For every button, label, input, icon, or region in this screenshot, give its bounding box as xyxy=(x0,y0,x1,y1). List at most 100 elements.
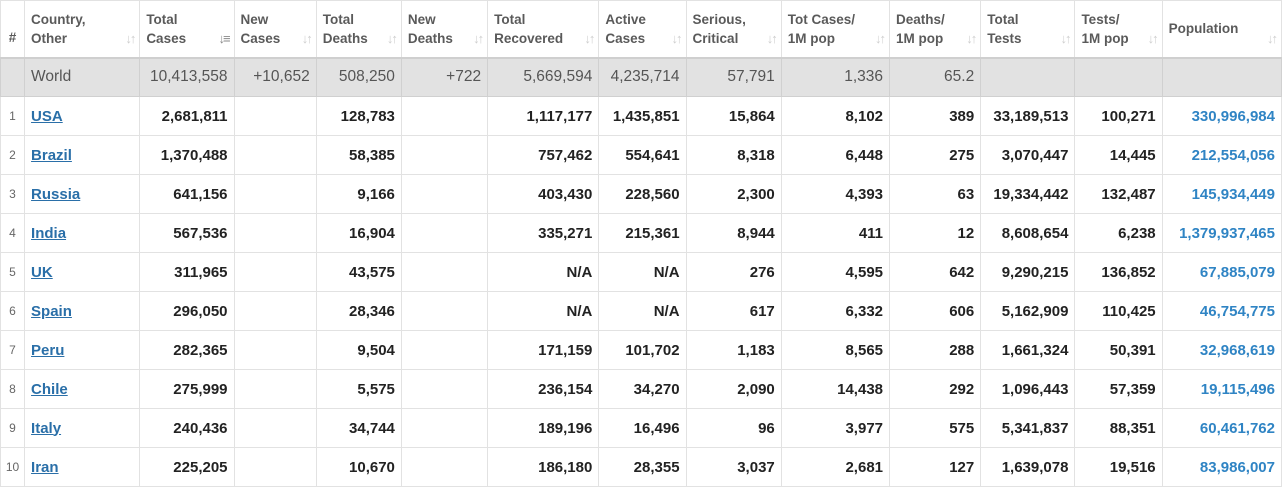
cell-total-tests xyxy=(980,57,1076,97)
country-link[interactable]: Peru xyxy=(31,341,65,359)
cell-new-cases xyxy=(233,291,317,331)
header-line: Serious, xyxy=(692,11,746,27)
cell-country: India xyxy=(24,213,141,253)
column-header-total-recovered[interactable]: Total Recovered ↓↑ xyxy=(487,0,600,59)
sort-arrows-icon[interactable]: ↓↑ xyxy=(584,30,595,46)
cell-active-cases: 4,235,714 xyxy=(598,57,687,97)
cell-deaths-per-1m: 63 xyxy=(889,174,982,214)
cell-rank: 7 xyxy=(0,330,26,370)
cell-population: 330,996,984 xyxy=(1161,96,1282,136)
cell-total-cases: 275,999 xyxy=(139,369,235,409)
sort-arrows-icon[interactable]: ↓↑ xyxy=(966,30,977,46)
cell-active-cases: N/A xyxy=(598,252,687,292)
column-header-tests-per-1m[interactable]: Tests/1M pop ↓↑ xyxy=(1074,0,1163,59)
column-header-total-deaths[interactable]: Total Deaths ↓↑ xyxy=(315,0,402,59)
column-header-label: # xyxy=(2,10,24,47)
cell-total-cases: 225,205 xyxy=(139,447,235,487)
column-header-total-cases[interactable]: Total Cases ↓≡ xyxy=(139,0,235,59)
cell-total-tests: 33,189,513 xyxy=(980,96,1076,136)
cell-total-recovered: 335,271 xyxy=(487,213,600,253)
sort-arrows-icon[interactable]: ↓↑ xyxy=(125,30,136,46)
cell-total-tests: 9,290,215 xyxy=(980,252,1076,292)
cell-deaths-per-1m: 127 xyxy=(889,447,982,487)
header-line: Deaths xyxy=(322,30,368,46)
cell-cases-per-1m: 3,977 xyxy=(780,408,891,448)
column-header-serious-critical[interactable]: Serious, Critical ↓↑ xyxy=(685,0,782,59)
column-header-total-tests[interactable]: Total Tests ↓↑ xyxy=(980,0,1076,59)
cell-population: 67,885,079 xyxy=(1161,252,1282,292)
sort-arrows-icon[interactable]: ↓↑ xyxy=(1060,30,1071,46)
table-row: 3 Russia 641,156 9,166 403,430 228,560 2,300 4,… xyxy=(0,174,1282,214)
header-line: Total xyxy=(322,11,354,27)
cell-serious-critical: 2,300 xyxy=(685,174,782,214)
column-header-label: Active Cases xyxy=(605,10,679,48)
column-header-cases-per-1m[interactable]: Tot Cases/1M pop ↓↑ xyxy=(780,0,891,59)
column-header-deaths-per-1m[interactable]: Deaths/1M pop ↓↑ xyxy=(889,0,982,59)
cell-total-recovered: 5,669,594 xyxy=(487,57,600,97)
table-row: 8 Chile 275,999 5,575 236,154 34,270 2,090 14,4… xyxy=(0,369,1282,409)
cell-total-deaths: 9,504 xyxy=(315,330,402,370)
cell-total-recovered: N/A xyxy=(487,291,600,331)
table-row: 5 UK 311,965 43,575 N/A N/A 276 4,595 642 9,290,2… xyxy=(0,252,1282,292)
cell-deaths-per-1m: 606 xyxy=(889,291,982,331)
country-link[interactable]: Chile xyxy=(31,380,68,398)
cell-tests-per-1m: 19,516 xyxy=(1074,447,1163,487)
sort-arrows-icon[interactable]: ↓↑ xyxy=(301,30,313,46)
country-link[interactable]: Spain xyxy=(31,302,72,320)
column-header-population[interactable]: Population ↓↑ xyxy=(1161,0,1282,59)
cell-new-cases xyxy=(233,96,317,136)
cell-total-cases: 2,681,811 xyxy=(139,96,235,136)
column-header-new-cases[interactable]: New Cases ↓↑ xyxy=(233,0,317,59)
cell-active-cases: 16,496 xyxy=(598,408,687,448)
country-link[interactable]: Russia xyxy=(31,185,81,203)
cell-deaths-per-1m: 389 xyxy=(889,96,982,136)
cell-new-deaths xyxy=(400,213,489,253)
cell-total-recovered: 757,462 xyxy=(487,135,600,175)
cell-total-cases: 567,536 xyxy=(139,213,235,253)
cell-new-deaths xyxy=(400,96,489,136)
country-link[interactable]: USA xyxy=(31,107,63,125)
column-header-label: Tests/1M pop xyxy=(1081,10,1155,48)
sort-arrows-icon[interactable]: ↓↑ xyxy=(473,30,484,46)
cell-total-deaths: 28,346 xyxy=(315,291,402,331)
country-link[interactable]: Iran xyxy=(31,458,59,476)
column-header-label: New Cases xyxy=(241,10,310,48)
cell-tests-per-1m: 6,238 xyxy=(1074,213,1163,253)
world-total-row: World 10,413,558 +10,652 508,250 +722 5,669,5… xyxy=(0,57,1282,97)
cell-total-cases: 1,370,488 xyxy=(139,135,235,175)
cell-serious-critical: 15,864 xyxy=(685,96,782,136)
sort-arrows-icon[interactable]: ↓↑ xyxy=(875,30,886,46)
sort-arrows-icon[interactable]: ↓↑ xyxy=(766,30,778,46)
sort-arrows-icon[interactable]: ↓↑ xyxy=(671,30,683,46)
header-line: Cases xyxy=(605,30,646,46)
cell-new-cases xyxy=(233,447,317,487)
header-line: Country, xyxy=(31,11,86,27)
country-link[interactable]: India xyxy=(31,224,67,242)
cell-new-cases xyxy=(233,369,317,409)
cell-country: Peru xyxy=(24,330,141,370)
sort-arrows-icon[interactable]: ↓↑ xyxy=(1267,30,1278,46)
cell-new-cases xyxy=(233,213,317,253)
cell-population: 19,115,496 xyxy=(1161,369,1282,409)
country-link[interactable]: UK xyxy=(31,263,53,281)
cell-deaths-per-1m: 292 xyxy=(889,369,982,409)
header-line: 1M pop xyxy=(896,30,944,46)
cell-rank: 9 xyxy=(0,408,26,448)
sort-arrows-icon[interactable]: ↓≡ xyxy=(218,30,230,46)
cell-cases-per-1m: 6,448 xyxy=(780,135,891,175)
country-link[interactable]: Brazil xyxy=(31,146,72,164)
cell-rank xyxy=(0,57,26,97)
cell-rank: 4 xyxy=(0,213,26,253)
cell-active-cases: 28,355 xyxy=(598,447,687,487)
column-header-active-cases[interactable]: Active Cases ↓↑ xyxy=(598,0,687,59)
cell-country: Spain xyxy=(24,291,141,331)
column-header-new-deaths[interactable]: New Deaths ↓↑ xyxy=(400,0,489,59)
cell-total-tests: 19,334,442 xyxy=(980,174,1076,214)
cell-total-tests: 8,608,654 xyxy=(980,213,1076,253)
cell-population: 46,754,775 xyxy=(1161,291,1282,331)
country-link[interactable]: Italy xyxy=(31,419,62,437)
sort-arrows-icon[interactable]: ↓↑ xyxy=(386,30,398,46)
column-header-country[interactable]: Country, Other ↓↑ xyxy=(24,0,141,59)
sort-arrows-icon[interactable]: ↓↑ xyxy=(1147,30,1159,46)
cell-total-deaths: 508,250 xyxy=(315,57,402,97)
